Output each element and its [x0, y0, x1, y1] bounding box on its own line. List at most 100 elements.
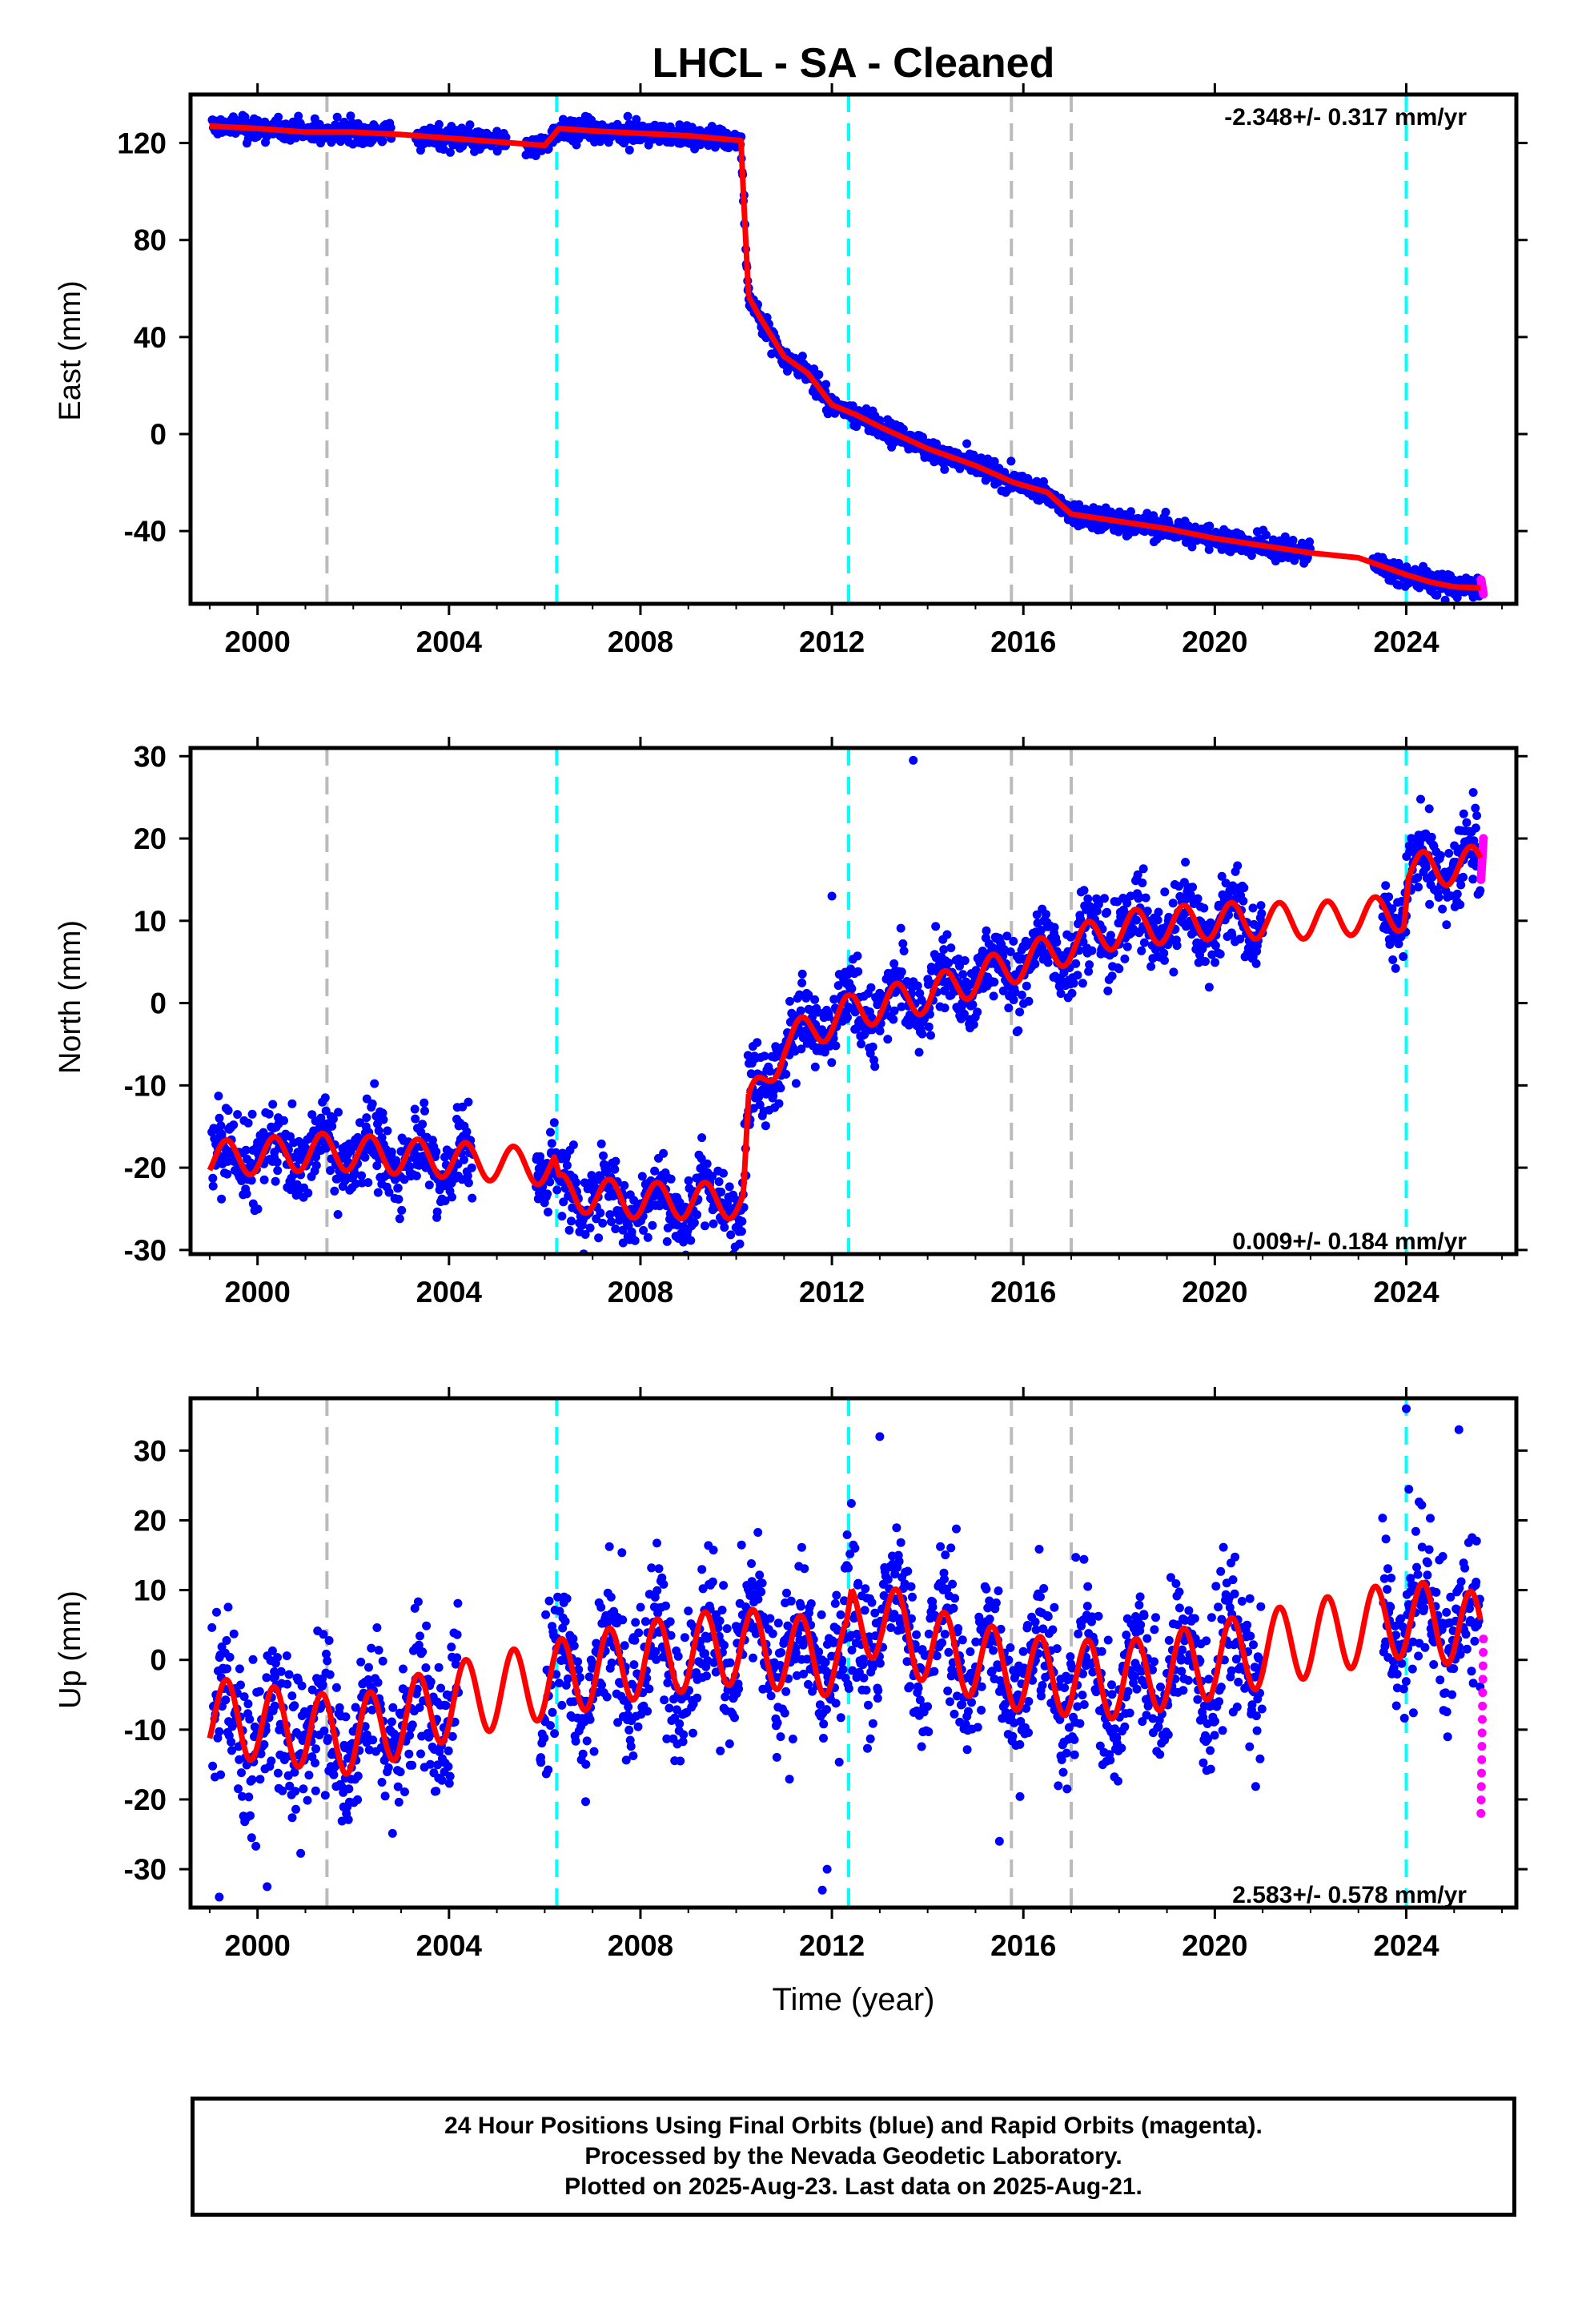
- data-point: [341, 1712, 351, 1722]
- data-point: [634, 1628, 644, 1638]
- data-point: [251, 1841, 261, 1851]
- data-point: [791, 1079, 801, 1088]
- data-point: [1159, 948, 1169, 958]
- data-point: [757, 1578, 767, 1588]
- data-point: [346, 111, 355, 121]
- data-point: [1205, 521, 1215, 531]
- data-point: [311, 1758, 319, 1767]
- data-point: [451, 1659, 460, 1669]
- data-point: [544, 1765, 553, 1775]
- data-point: [797, 978, 807, 987]
- data-point: [946, 943, 956, 953]
- data-point: [1305, 537, 1315, 547]
- data-point: [383, 1126, 392, 1136]
- data-point: [1126, 891, 1135, 901]
- data-point: [684, 1606, 693, 1616]
- data-point: [372, 1623, 382, 1632]
- data-point: [287, 1691, 297, 1701]
- data-point: [1052, 938, 1062, 947]
- data-point: [270, 1701, 279, 1711]
- data-point: [899, 947, 909, 955]
- data-point: [607, 1659, 616, 1667]
- data-point: [386, 123, 396, 132]
- data-point: [383, 1763, 393, 1772]
- data-point: [259, 1739, 269, 1749]
- data-point: [1074, 500, 1084, 509]
- data-point: [418, 1120, 428, 1129]
- data-point: [453, 1598, 463, 1608]
- data-point: [318, 1680, 327, 1690]
- data-point: [225, 1652, 235, 1662]
- data-point: [384, 1188, 394, 1197]
- data-point: [227, 1737, 236, 1747]
- data-point: [420, 1098, 429, 1108]
- data-point: [311, 1744, 320, 1754]
- data-point: [278, 1786, 287, 1795]
- data-point: [364, 1663, 373, 1672]
- data-point: [299, 1784, 308, 1794]
- data-point: [378, 1656, 387, 1666]
- data-point: [663, 1678, 673, 1687]
- data-point: [452, 1630, 462, 1639]
- data-point: [1042, 910, 1050, 919]
- data-point: [661, 1601, 670, 1610]
- data-point: [678, 1737, 688, 1747]
- data-point: [1168, 899, 1178, 908]
- data-point: [777, 1648, 786, 1657]
- data-point: [467, 1163, 476, 1172]
- data-point: [725, 1739, 734, 1748]
- data-point: [291, 1787, 300, 1796]
- data-point: [786, 1596, 796, 1606]
- data-point: [273, 1166, 283, 1176]
- data-point: [360, 1152, 370, 1162]
- east-ytick-label: -40: [124, 515, 167, 548]
- data-point: [829, 995, 839, 1004]
- data-point: [562, 1594, 572, 1603]
- data-point: [1139, 938, 1149, 947]
- data-point: [1133, 870, 1142, 879]
- data-point: [673, 1651, 683, 1661]
- data-point: [370, 1079, 379, 1088]
- model-curve: [207, 123, 1483, 591]
- data-point: [659, 1579, 669, 1589]
- data-point: [584, 1672, 594, 1682]
- data-point: [942, 930, 952, 939]
- data-point: [679, 1730, 689, 1739]
- data-point: [746, 1069, 756, 1079]
- data-point: [439, 145, 448, 154]
- data-point: [702, 1671, 711, 1681]
- data-point: [773, 1718, 782, 1727]
- data-point: [689, 1218, 699, 1228]
- data-point: [821, 380, 831, 389]
- data-point: [1469, 836, 1479, 846]
- data-point: [697, 1565, 707, 1574]
- data-point: [709, 1546, 718, 1555]
- data-point: [367, 1705, 377, 1715]
- data-point: [246, 1811, 255, 1820]
- data-point: [553, 1592, 563, 1602]
- data-point: [1444, 849, 1454, 858]
- data-point: [969, 1019, 978, 1029]
- data-point: [1399, 952, 1408, 961]
- data-point: [1078, 979, 1087, 988]
- data-point: [665, 1703, 674, 1713]
- data-point: [1462, 818, 1472, 827]
- data-point: [1181, 858, 1191, 867]
- data-point: [328, 1114, 338, 1124]
- data-point: [715, 1616, 725, 1626]
- data-point: [743, 1051, 753, 1060]
- data-point: [572, 1178, 581, 1188]
- data-point: [702, 1159, 712, 1168]
- data-point: [413, 1597, 423, 1606]
- data-point: [843, 1012, 852, 1022]
- data-point: [311, 1160, 321, 1170]
- data-point: [247, 1833, 256, 1843]
- data-point: [1187, 542, 1197, 552]
- data-point: [549, 1118, 559, 1128]
- data-point: [697, 1133, 707, 1143]
- data-point: [982, 926, 991, 935]
- data-point: [676, 1756, 685, 1766]
- data-point: [541, 1610, 551, 1619]
